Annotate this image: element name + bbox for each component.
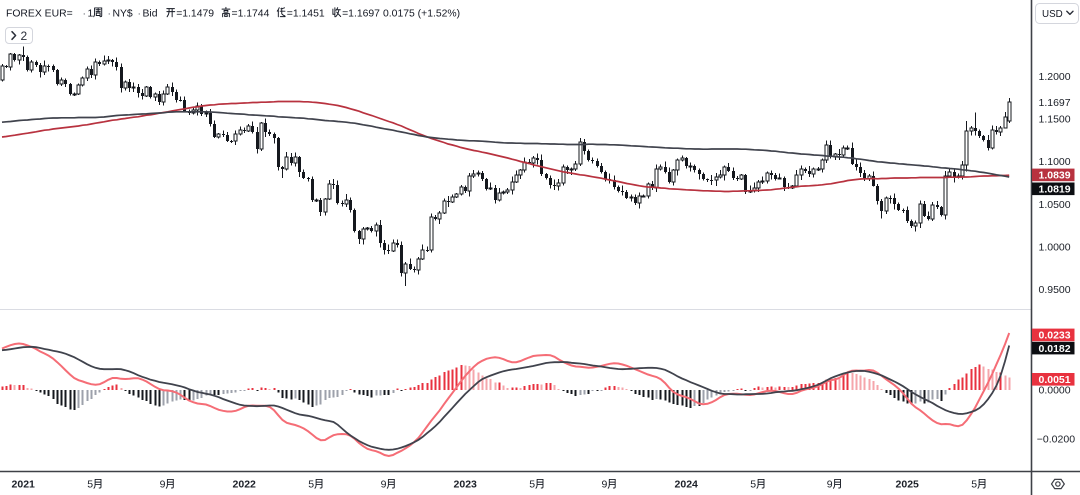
svg-text:0.0233: 0.0233 [1039,330,1071,342]
svg-text:Bid: Bid [143,9,158,20]
svg-text:USD: USD [1042,9,1063,20]
svg-text:5: 5 [308,479,314,491]
svg-text:·: · [108,9,111,20]
svg-text:FOREX EUR=: FOREX EUR= [6,9,73,20]
svg-text:9: 9 [827,479,833,491]
svg-text:2023: 2023 [454,479,478,491]
svg-text:9: 9 [381,479,387,491]
svg-text:0.0051: 0.0051 [1039,374,1071,386]
svg-text:·: · [138,9,141,20]
svg-text:2025: 2025 [896,479,920,491]
svg-text:NY$: NY$ [113,9,133,20]
svg-text:−0.0200: −0.0200 [1037,434,1075,446]
svg-text:1.2000: 1.2000 [1039,71,1071,83]
svg-text:=1.1451: =1.1451 [287,9,325,20]
svg-text:1.0839: 1.0839 [1039,170,1071,182]
svg-text:2024: 2024 [675,479,699,491]
svg-text:1.1000: 1.1000 [1039,156,1071,168]
svg-text:2021: 2021 [12,479,36,491]
svg-text:2: 2 [21,29,28,43]
svg-text:1.0500: 1.0500 [1039,199,1071,211]
svg-text:5: 5 [750,479,756,491]
svg-text:1.0000: 1.0000 [1039,241,1071,253]
svg-text:5: 5 [529,479,535,491]
svg-text:1.0819: 1.0819 [1039,184,1071,196]
svg-text:5: 5 [87,479,93,491]
svg-text:0.9500: 0.9500 [1039,284,1071,296]
svg-text:9: 9 [602,479,608,491]
svg-text:5: 5 [971,479,977,491]
svg-text:1.1697: 1.1697 [1039,97,1071,109]
svg-text:0.0175 (+1.52%): 0.0175 (+1.52%) [383,9,460,20]
svg-text:=1.1744: =1.1744 [232,9,270,20]
svg-text:1.1500: 1.1500 [1039,114,1071,126]
svg-text:1: 1 [88,9,94,20]
svg-text:=1.1697: =1.1697 [342,9,380,20]
svg-text:=1.1479: =1.1479 [176,9,214,20]
svg-text:2022: 2022 [233,479,257,491]
svg-text:·: · [83,9,86,20]
svg-text:9: 9 [160,479,166,491]
svg-text:0.0182: 0.0182 [1039,343,1071,355]
svg-text:0.0000: 0.0000 [1039,385,1071,397]
